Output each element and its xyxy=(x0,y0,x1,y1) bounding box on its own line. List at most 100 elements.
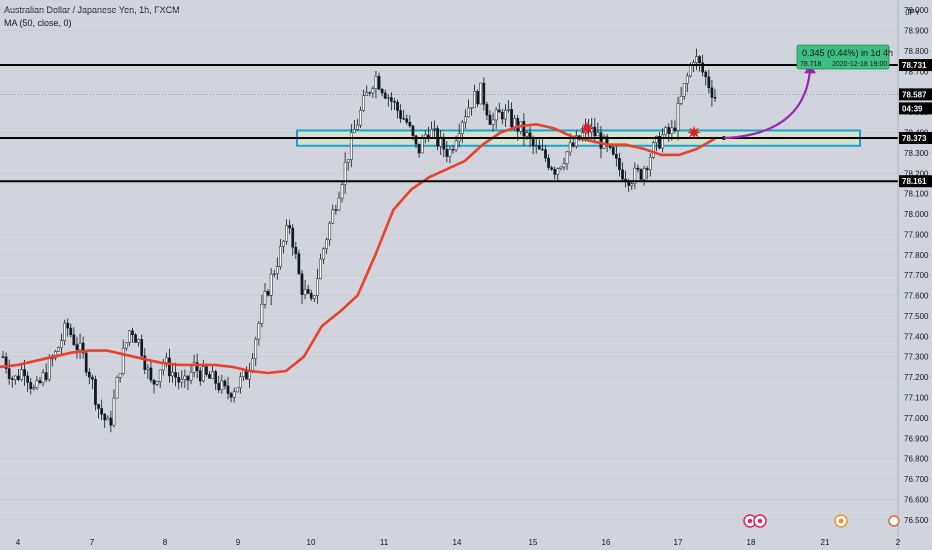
candle-body xyxy=(337,197,341,211)
candle-body xyxy=(214,371,218,384)
candle-body xyxy=(340,184,344,199)
candle-body xyxy=(60,340,63,348)
candle-body xyxy=(346,159,350,163)
price-tick-label: 77.200 xyxy=(904,373,929,382)
event-marker xyxy=(580,121,594,136)
candle-body xyxy=(17,375,20,380)
candle-body xyxy=(507,109,510,111)
candle-body xyxy=(211,371,214,379)
price-tick-label: 76.500 xyxy=(904,516,929,525)
dividend-icon[interactable] xyxy=(888,515,900,527)
candle-body xyxy=(158,369,162,382)
candle-body xyxy=(229,393,233,398)
candle-body xyxy=(479,82,483,105)
candle-body xyxy=(420,137,424,154)
candle-body xyxy=(504,109,507,120)
price-tick-label: 78.200 xyxy=(904,169,929,178)
candle-body xyxy=(300,273,304,295)
candle-body xyxy=(285,225,288,242)
horizontal-levels xyxy=(0,64,898,183)
candle-body xyxy=(685,75,689,84)
level-price-tag-bg xyxy=(899,175,932,188)
price-tick-label: 79.000 xyxy=(904,6,929,15)
candle-body xyxy=(698,56,701,63)
candle-body xyxy=(322,248,325,260)
candle-body xyxy=(100,408,103,415)
candle-body xyxy=(7,368,11,379)
candle-body xyxy=(682,83,686,97)
candle-body xyxy=(541,148,544,151)
candle-body xyxy=(263,291,267,305)
candle-body xyxy=(128,330,131,343)
price-tick-label: 77.800 xyxy=(904,251,929,260)
candle-body xyxy=(291,227,295,248)
candle-body xyxy=(368,92,372,94)
candle-body xyxy=(137,339,140,343)
candle-body xyxy=(380,88,384,94)
candle-body xyxy=(29,382,33,390)
candle-body xyxy=(208,374,211,379)
candle-body xyxy=(390,97,393,102)
candle-body xyxy=(87,371,91,378)
event-icon[interactable] xyxy=(753,514,767,528)
candle-body xyxy=(547,157,550,168)
candle-body xyxy=(707,76,711,89)
indicator-label[interactable]: MA (50, close, 0) xyxy=(4,18,72,28)
candle-body xyxy=(470,107,473,109)
candle-body xyxy=(642,168,646,180)
candle-body xyxy=(454,140,458,151)
candle-body xyxy=(57,347,60,352)
candle-body xyxy=(618,158,621,171)
candle-body xyxy=(91,376,94,380)
earnings-icon[interactable] xyxy=(834,514,848,528)
candle-body xyxy=(312,295,316,299)
candle-body xyxy=(192,362,196,373)
candle-body xyxy=(319,258,322,280)
candle-body xyxy=(269,273,273,296)
candle-body xyxy=(383,92,387,99)
price-tick-label: 76.700 xyxy=(904,475,929,484)
candle-body xyxy=(571,142,575,147)
candle-body xyxy=(195,362,199,371)
last-price-tag-bg xyxy=(899,88,932,101)
candle-body xyxy=(47,358,51,380)
candle-body xyxy=(282,240,285,247)
time-tick-label: 2 xyxy=(896,538,901,547)
time-tick-label: 16 xyxy=(602,538,611,547)
candle-body xyxy=(260,303,264,324)
candle-body xyxy=(306,289,310,294)
candle-body xyxy=(140,339,144,357)
candle-body xyxy=(251,358,255,371)
measure-note-price: 78.718 xyxy=(800,61,822,68)
time-tick-label: 7 xyxy=(90,538,95,547)
candle-body xyxy=(63,322,66,341)
candle-body xyxy=(177,377,181,383)
candle-body xyxy=(72,334,76,345)
candle-body xyxy=(349,132,353,160)
level-price-tag-bg xyxy=(899,132,932,145)
candle-body xyxy=(371,88,375,94)
candle-body xyxy=(331,209,335,224)
price-tick-label: 77.600 xyxy=(904,292,929,301)
candle-body xyxy=(146,367,150,370)
price-tick-label: 78.800 xyxy=(904,47,929,56)
candle-body xyxy=(294,247,298,254)
candle-body xyxy=(411,125,415,136)
candle-body xyxy=(667,127,671,134)
candle-body xyxy=(297,253,301,275)
candle-body xyxy=(10,378,14,380)
candle-body xyxy=(32,387,36,390)
candle-body xyxy=(152,379,156,385)
candle-body xyxy=(220,380,224,391)
candle-body xyxy=(516,118,520,132)
candle-body xyxy=(4,356,8,369)
candle-body xyxy=(106,417,110,421)
time-tick-label: 14 xyxy=(453,538,462,547)
price-tick-label: 76.600 xyxy=(904,495,929,504)
countdown-tag-bg xyxy=(899,102,932,115)
candle-body xyxy=(20,369,23,380)
candle-body xyxy=(513,118,517,128)
candle-body xyxy=(596,132,600,137)
dividend-icon-ring xyxy=(888,515,900,527)
